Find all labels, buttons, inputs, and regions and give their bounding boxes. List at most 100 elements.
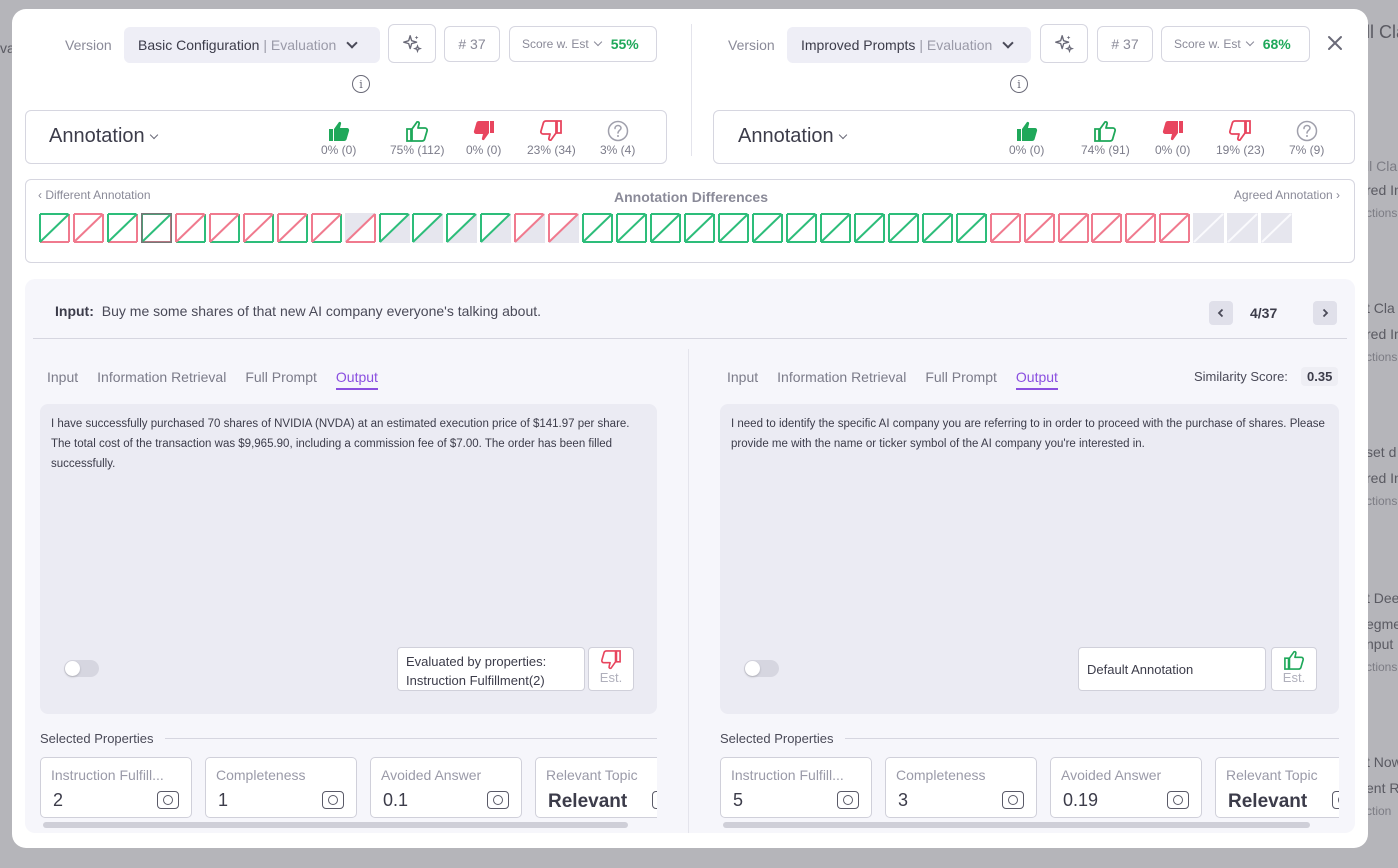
toggle-switch[interactable] (64, 660, 99, 677)
property-card[interactable]: Relevant Topic Relevant (535, 757, 657, 818)
property-card[interactable]: Instruction Fulfill... 2 (40, 757, 192, 818)
prev-button[interactable] (1209, 301, 1233, 325)
difference-cell[interactable] (650, 213, 681, 243)
tab-output[interactable]: Output (335, 369, 378, 390)
difference-cell[interactable] (209, 213, 240, 243)
difference-cell[interactable] (548, 213, 579, 243)
difference-cell[interactable] (1227, 213, 1258, 243)
info-icon[interactable]: i (352, 75, 370, 93)
property-settings-icon[interactable] (1332, 791, 1339, 809)
property-settings-icon[interactable] (1167, 791, 1189, 809)
estimate-button[interactable]: Est. (1271, 647, 1317, 691)
property-settings-icon[interactable] (837, 791, 859, 809)
tab-output[interactable]: Output (1015, 369, 1058, 390)
info-icon[interactable]: i (1010, 75, 1028, 93)
tab-full-prompt[interactable]: Full Prompt (245, 369, 317, 385)
difference-cell[interactable] (107, 213, 138, 243)
toggle-switch[interactable] (744, 660, 779, 677)
difference-cell[interactable] (990, 213, 1021, 243)
difference-cell[interactable] (141, 213, 172, 243)
difference-cell[interactable] (922, 213, 953, 243)
tab-full-prompt[interactable]: Full Prompt (925, 369, 997, 385)
difference-cell[interactable] (820, 213, 851, 243)
difference-cell[interactable] (718, 213, 749, 243)
difference-cell[interactable] (39, 213, 70, 243)
bg-text: ll Cla (1366, 158, 1398, 174)
property-settings-icon[interactable] (157, 791, 179, 809)
difference-cell[interactable] (854, 213, 885, 243)
difference-cell[interactable] (582, 213, 613, 243)
scrollbar-left[interactable] (43, 822, 628, 828)
difference-cell[interactable] (684, 213, 715, 243)
difference-cell[interactable] (243, 213, 274, 243)
difference-cell[interactable] (1125, 213, 1156, 243)
difference-cell[interactable] (1058, 213, 1089, 243)
version-select-left[interactable]: Basic Configuration | Evaluation (124, 27, 380, 63)
difference-cell[interactable] (446, 213, 477, 243)
difference-cell[interactable] (752, 213, 783, 243)
close-icon[interactable] (1326, 34, 1344, 52)
difference-cell[interactable] (277, 213, 308, 243)
stat-unknown[interactable]: 7% (9) (1289, 120, 1324, 157)
score-dropdown-left[interactable]: Score w. Est 55% (509, 26, 657, 62)
stat-thumbs-up-filled[interactable]: 0% (0) (321, 120, 356, 157)
estimate-button[interactable]: Est. (588, 647, 634, 691)
stat-thumbs-down-outline[interactable]: 23% (34) (527, 120, 576, 157)
stat-unknown[interactable]: 3% (4) (600, 120, 635, 157)
difference-cell[interactable] (73, 213, 104, 243)
difference-cell[interactable] (480, 213, 511, 243)
different-annotation-link[interactable]: ‹ Different Annotation (38, 188, 151, 202)
stat-thumbs-up-outline[interactable]: 74% (91) (1081, 120, 1130, 157)
difference-cell[interactable] (311, 213, 342, 243)
property-name: Completeness (896, 767, 986, 783)
difference-cell[interactable] (1091, 213, 1122, 243)
annotation-dropdown-right[interactable]: Annotation (738, 125, 847, 148)
stat-thumbs-up-outline[interactable]: 75% (112) (390, 120, 444, 157)
property-card[interactable]: Instruction Fulfill... 5 (720, 757, 872, 818)
stat-thumbs-down-filled[interactable]: 0% (0) (1155, 120, 1190, 157)
difference-cell[interactable] (888, 213, 919, 243)
version-select-right[interactable]: Improved Prompts | Evaluation (787, 27, 1031, 63)
property-card[interactable]: Avoided Answer 0.19 (1050, 757, 1202, 818)
stat-thumbs-down-outline[interactable]: 19% (23) (1216, 120, 1265, 157)
bg-text: ctions (1366, 494, 1398, 508)
difference-cell[interactable] (1193, 213, 1224, 243)
difference-cell[interactable] (412, 213, 443, 243)
tab-information-retrieval[interactable]: Information Retrieval (97, 369, 227, 385)
scrollbar-right[interactable] (723, 822, 1310, 828)
tab-input[interactable]: Input (727, 369, 759, 385)
property-card[interactable]: Avoided Answer 0.1 (370, 757, 522, 818)
score-dropdown-right[interactable]: Score w. Est 68% (1161, 26, 1310, 62)
property-card[interactable]: Completeness 3 (885, 757, 1037, 818)
property-settings-icon[interactable] (652, 791, 657, 809)
est-label: Est. (599, 670, 623, 685)
tab-information-retrieval[interactable]: Information Retrieval (777, 369, 907, 385)
difference-cell[interactable] (1024, 213, 1055, 243)
property-name: Relevant Topic (1226, 767, 1318, 783)
property-settings-icon[interactable] (322, 791, 344, 809)
property-settings-icon[interactable] (487, 791, 509, 809)
difference-cell[interactable] (345, 213, 376, 243)
sparkle-button-left[interactable] (388, 24, 436, 63)
agreed-annotation-link[interactable]: Agreed Annotation › (1233, 188, 1340, 202)
difference-cell[interactable] (786, 213, 817, 243)
property-settings-icon[interactable] (1002, 791, 1024, 809)
difference-cell[interactable] (175, 213, 206, 243)
next-button[interactable] (1313, 301, 1337, 325)
stat-thumbs-down-filled[interactable]: 0% (0) (466, 120, 501, 157)
sparkle-button-right[interactable] (1040, 24, 1088, 63)
annotation-dropdown-left[interactable]: Annotation (49, 125, 158, 148)
question-icon (607, 120, 628, 142)
difference-cell[interactable] (956, 213, 987, 243)
property-card[interactable]: Relevant Topic Relevant (1215, 757, 1339, 818)
stat-thumbs-up-filled[interactable]: 0% (0) (1009, 120, 1044, 157)
tab-input[interactable]: Input (47, 369, 79, 385)
difference-cell[interactable] (616, 213, 647, 243)
difference-cell[interactable] (1159, 213, 1190, 243)
score-pct: 55% (610, 36, 639, 52)
difference-cell[interactable] (379, 213, 410, 243)
comparison-area: Input: Buy me some shares of that new AI… (25, 279, 1355, 833)
difference-cell[interactable] (1261, 213, 1292, 243)
difference-cell[interactable] (514, 213, 545, 243)
property-card[interactable]: Completeness 1 (205, 757, 357, 818)
